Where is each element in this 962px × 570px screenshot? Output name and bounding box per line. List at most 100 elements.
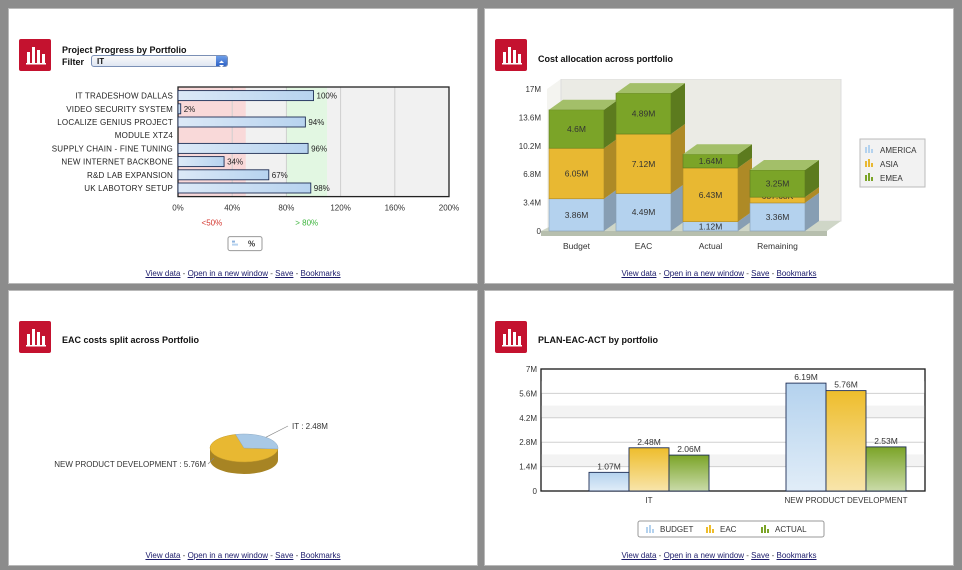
legend-swatch bbox=[764, 525, 766, 533]
legend-swatch bbox=[232, 243, 238, 246]
bar-value-label: 6.19M bbox=[794, 372, 818, 382]
panel-footer: View data - Open in a new window - Save … bbox=[485, 269, 953, 278]
bar-value-label: 2% bbox=[184, 105, 196, 114]
grid-band bbox=[541, 405, 925, 418]
bar-value-label: 5.76M bbox=[834, 380, 858, 390]
bar-value-label: 96% bbox=[311, 144, 327, 153]
stacked-bar-side bbox=[738, 211, 752, 231]
category-label: UK LABOTORY SETUP bbox=[84, 184, 173, 193]
legend-label: EMEA bbox=[880, 174, 903, 183]
legend-swatch bbox=[761, 527, 763, 533]
grouped-bar bbox=[628, 447, 670, 492]
cost-allocation-chart: 0 3.4M 6.8M 10.2M 13.6M 17M 3.86M 6.05M 4.6M Budg… bbox=[519, 79, 926, 251]
y-tick-label: 17M bbox=[525, 85, 541, 94]
x-tick-label: 160% bbox=[385, 204, 405, 213]
legend-swatch bbox=[865, 175, 867, 181]
x-category-label: EAC bbox=[635, 241, 652, 251]
chart-logo-icon bbox=[495, 321, 527, 353]
save-link[interactable]: Save bbox=[751, 551, 770, 560]
bar-value-label: 2.48M bbox=[637, 437, 661, 447]
legend-swatch bbox=[709, 525, 711, 533]
panel-footer: View data - Open in a new window - Save … bbox=[9, 551, 477, 560]
view-data-link[interactable]: View data bbox=[621, 269, 657, 278]
segment-value-label: 4.89M bbox=[632, 109, 656, 119]
bar-value-label: 100% bbox=[317, 92, 337, 101]
stacked-bar-side bbox=[604, 188, 618, 231]
legend-swatch bbox=[706, 527, 708, 533]
save-link[interactable]: Save bbox=[275, 551, 294, 560]
open-new-window-link[interactable]: Open in a new window bbox=[663, 551, 745, 560]
open-new-window-link[interactable]: Open in a new window bbox=[187, 551, 269, 560]
view-data-link[interactable]: View data bbox=[145, 269, 181, 278]
eac-split-panel: EAC costs split across Portfolio IT : 2.… bbox=[8, 290, 478, 566]
bar-value-label: 2.06M bbox=[677, 444, 701, 454]
y-tick-label: 10.2M bbox=[519, 142, 542, 151]
footer-sep: - bbox=[293, 551, 301, 560]
y-tick-label: 4.2M bbox=[519, 414, 537, 423]
x-tick-label: 80% bbox=[278, 204, 294, 213]
segment-value-label: 1.64M bbox=[699, 156, 723, 166]
view-data-link[interactable]: View data bbox=[621, 551, 657, 560]
stacked-bar-side bbox=[805, 187, 819, 203]
chart-logo-icon bbox=[19, 39, 51, 71]
grouped-bar bbox=[865, 446, 907, 492]
y-tick-label: 0 bbox=[537, 227, 542, 236]
legend-label: EAC bbox=[720, 525, 737, 534]
bookmarks-link[interactable]: Bookmarks bbox=[300, 551, 341, 560]
footer-sep: - bbox=[744, 551, 752, 560]
category-label: VIDEO SECURITY SYSTEM bbox=[66, 105, 173, 114]
slice-label: IT : 2.48M bbox=[292, 422, 328, 431]
leader-line bbox=[265, 425, 289, 438]
panel-title: EAC costs split across Portfolio bbox=[62, 335, 200, 345]
legend-box bbox=[637, 520, 825, 538]
bar-value-label: 94% bbox=[308, 118, 324, 127]
stacked-bar-side bbox=[604, 138, 618, 199]
x-category-label: Remaining bbox=[757, 241, 798, 251]
stacked-bar-side bbox=[805, 160, 819, 198]
view-data-link[interactable]: View data bbox=[145, 551, 181, 560]
legend-swatch bbox=[871, 149, 873, 153]
stacked-bar-segment bbox=[749, 202, 806, 232]
x-category-label: NEW PRODUCT DEVELOPMENT bbox=[785, 496, 908, 505]
x-tick-label: 120% bbox=[330, 204, 350, 213]
bar-value-label: 1.07M bbox=[597, 461, 621, 471]
legend-swatch bbox=[232, 240, 235, 243]
panel-title: PLAN-EAC-ACT by portfolio bbox=[538, 335, 658, 345]
category-label: MODULE XTZ4 bbox=[115, 131, 174, 140]
filter-select[interactable]: IT bbox=[91, 55, 228, 68]
plot-border bbox=[177, 86, 450, 198]
bookmarks-link[interactable]: Bookmarks bbox=[300, 269, 341, 278]
stacked-bar-side bbox=[671, 124, 685, 194]
eac-pie-chart: IT : 2.48M NEW PRODUCT DEVELOPMENT : 5.76… bbox=[54, 422, 328, 474]
category-label: LOCALIZE GENIUS PROJECT bbox=[57, 118, 173, 127]
filter-value: IT bbox=[97, 57, 105, 66]
leader-line bbox=[207, 457, 215, 465]
save-link[interactable]: Save bbox=[275, 269, 294, 278]
grouped-bar bbox=[588, 471, 630, 492]
segment-value-label: 4.6M bbox=[567, 124, 586, 134]
save-link[interactable]: Save bbox=[751, 269, 770, 278]
legend-swatch bbox=[712, 529, 714, 533]
segment-value-label: 1.12M bbox=[699, 221, 723, 231]
bookmarks-link[interactable]: Bookmarks bbox=[776, 551, 817, 560]
y-tick-label: 7M bbox=[526, 365, 537, 374]
segment-value-label: 7.12M bbox=[632, 159, 656, 169]
open-new-window-link[interactable]: Open in a new window bbox=[663, 269, 745, 278]
bookmarks-link[interactable]: Bookmarks bbox=[776, 269, 817, 278]
x-category-label: Actual bbox=[699, 241, 723, 251]
footer-sep: - bbox=[180, 551, 188, 560]
stacked-bar-top bbox=[683, 144, 752, 155]
stacked-bar-top bbox=[750, 160, 819, 171]
project-progress-panel: Project Progress by Portfolio Filter IT … bbox=[8, 8, 478, 284]
bar-value-label: 34% bbox=[227, 158, 243, 167]
stacked-bar-segment bbox=[615, 133, 672, 194]
legend-swatch bbox=[646, 527, 648, 533]
category-label: NEW INTERNET BACKBONE bbox=[61, 158, 173, 167]
grouped-bar bbox=[785, 382, 827, 492]
legend-swatch bbox=[868, 159, 870, 167]
select-arrows-icon bbox=[216, 56, 227, 68]
open-new-window-link[interactable]: Open in a new window bbox=[187, 269, 269, 278]
legend-swatch bbox=[652, 529, 654, 533]
progress-bar-chart: 0% 40% 80% 120% 160% 200% IT TRADESHOW DALLAS 1… bbox=[52, 86, 459, 252]
panel-footer: View data - Open in a new window - Save … bbox=[485, 551, 953, 560]
